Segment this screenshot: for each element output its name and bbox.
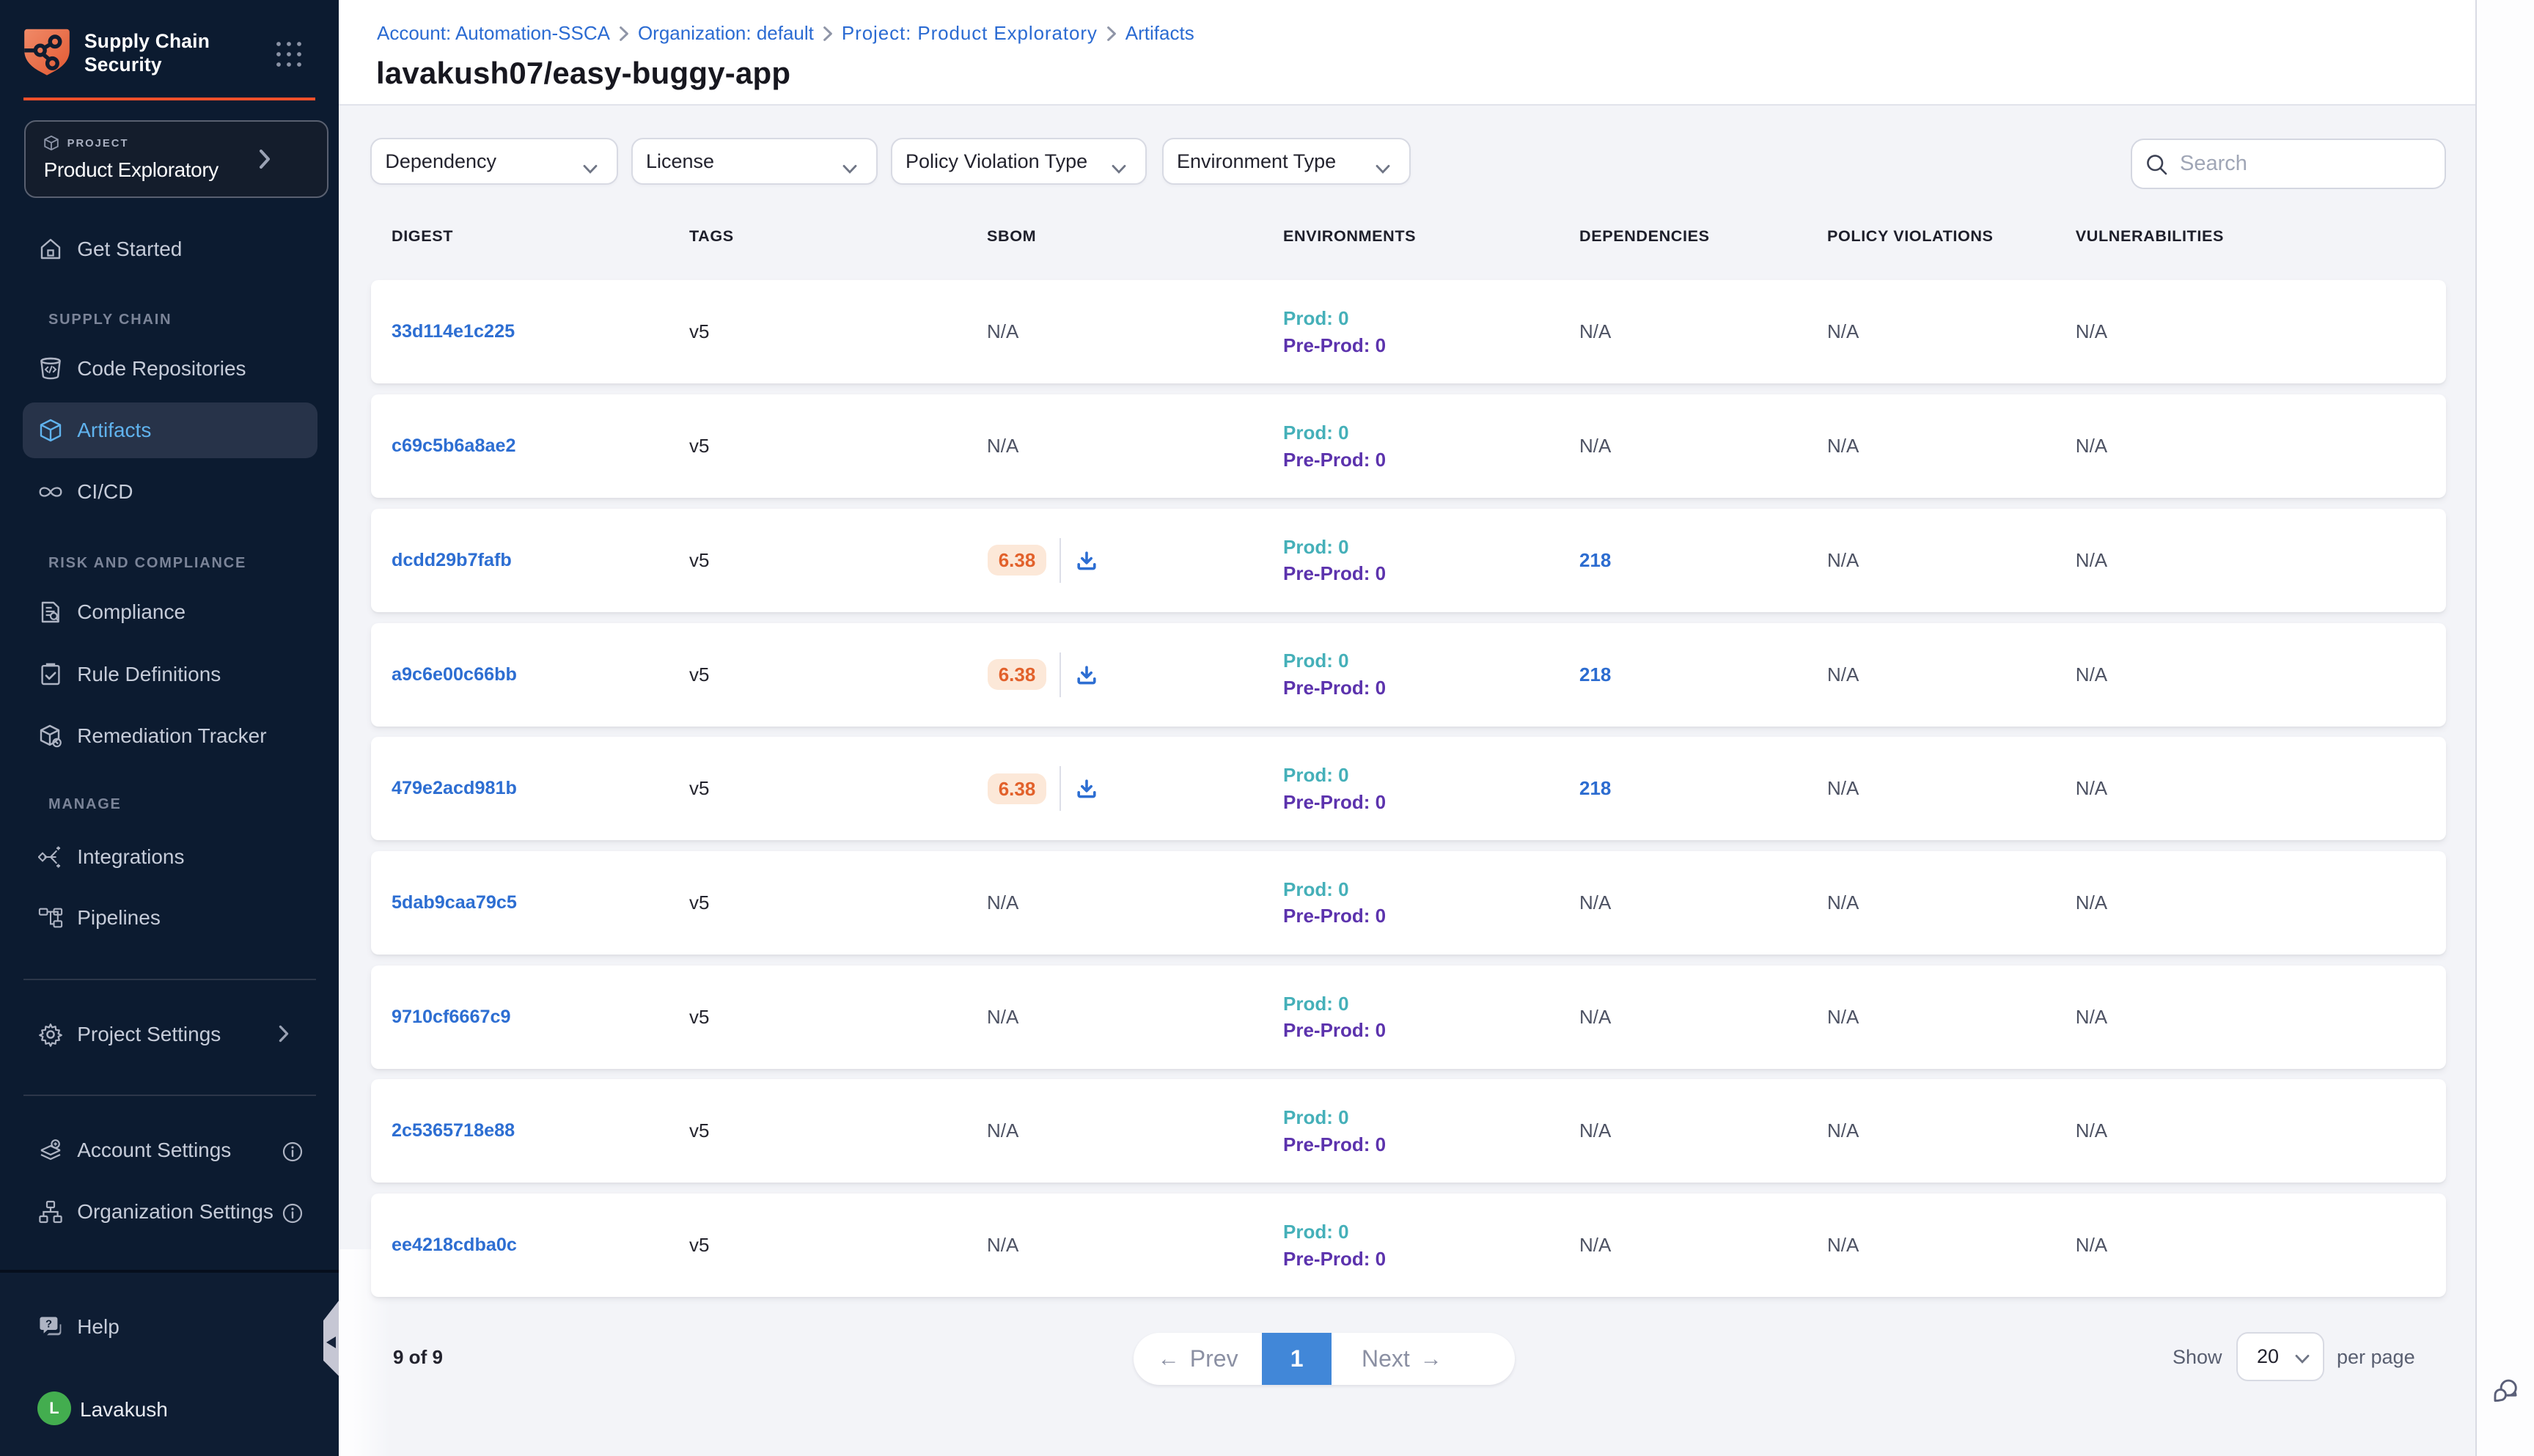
svg-text:?: ?	[45, 1318, 52, 1330]
